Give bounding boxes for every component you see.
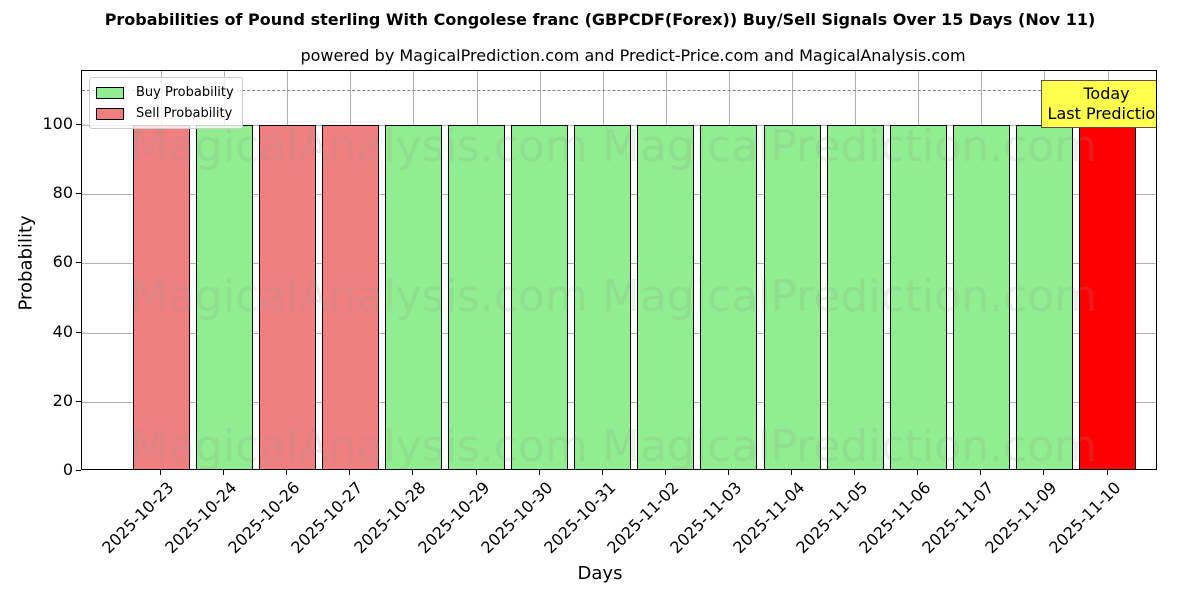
x-axis-label: Days: [577, 563, 623, 584]
bar-2025-10-24-buy: [195, 125, 253, 469]
x-tick-mark: [160, 470, 161, 475]
x-tick-mark: [223, 470, 225, 475]
reference-line-110: [82, 90, 1156, 92]
y-tick-mark: [76, 193, 81, 195]
bar-2025-10-28-buy: [384, 125, 442, 469]
bar-2025-11-06-buy: [889, 125, 947, 469]
y-tick-mark: [76, 124, 81, 125]
bar-2025-10-31-buy: [574, 125, 632, 469]
legend: Buy Probability Sell Probability: [89, 77, 243, 129]
y-tick-mark: [76, 262, 81, 264]
x-tick-mark: [1043, 470, 1045, 475]
legend-item-sell: Sell Probability: [96, 103, 234, 124]
bar-2025-11-09-buy: [1015, 125, 1073, 469]
x-tick-mark: [601, 470, 603, 475]
legend-label-buy: Buy Probability: [136, 85, 234, 100]
bar-2025-11-05-buy: [826, 125, 884, 469]
y-tick-label: 40: [52, 321, 73, 341]
y-axis-label: Probability: [15, 215, 37, 311]
bar-2025-10-27-sell: [321, 125, 379, 469]
y-tick-label: 100: [42, 114, 73, 133]
bar-2025-11-03-buy: [700, 125, 758, 469]
chart-title: Probabilities of Pound sterling With Con…: [104, 10, 1096, 29]
plot-area: MagicalAnalysis.comMagicalPrediction.com…: [81, 70, 1157, 470]
y-tick-label: 20: [52, 390, 73, 410]
annotation-line2: Last Prediction: [1047, 104, 1157, 123]
x-tick-mark: [727, 470, 729, 475]
y-tick-mark: [76, 470, 81, 471]
buy-swatch-icon: [96, 86, 124, 99]
x-tick-mark: [475, 470, 477, 475]
bar-2025-10-26-sell: [258, 125, 316, 469]
bar-2025-11-07-buy: [952, 125, 1010, 469]
y-tick-label: 60: [52, 252, 73, 272]
bar-2025-11-02-buy: [637, 125, 695, 469]
x-tick-mark: [538, 470, 540, 475]
x-tick-mark: [664, 470, 666, 475]
x-tick-mark: [286, 470, 288, 475]
x-tick-mark: [980, 470, 982, 475]
annotation-line1: Today: [1083, 84, 1130, 103]
today-annotation: Today Last Prediction: [1041, 80, 1157, 128]
bar-2025-11-04-buy: [763, 125, 821, 469]
sell-swatch-icon: [96, 107, 124, 120]
x-tick-mark: [917, 470, 919, 475]
y-tick-label: 80: [52, 183, 73, 203]
x-tick-mark: [349, 470, 351, 475]
bar-2025-10-23-sell: [132, 125, 190, 469]
bar-2025-10-30-buy: [511, 125, 569, 469]
x-tick-mark: [854, 470, 856, 475]
x-tick-mark: [791, 470, 792, 475]
x-tick-mark: [1106, 470, 1108, 475]
legend-item-buy: Buy Probability: [96, 82, 234, 103]
y-tick-mark: [76, 400, 81, 402]
legend-label-sell: Sell Probability: [136, 106, 233, 121]
chart-subtitle: powered by MagicalPrediction.com and Pre…: [300, 46, 966, 65]
y-tick-mark: [76, 331, 81, 333]
bar-2025-10-29-buy: [448, 125, 505, 469]
x-tick-mark: [412, 470, 414, 475]
y-tick-label: 0: [62, 460, 73, 479]
bar-2025-11-10-sell: [1079, 125, 1136, 469]
